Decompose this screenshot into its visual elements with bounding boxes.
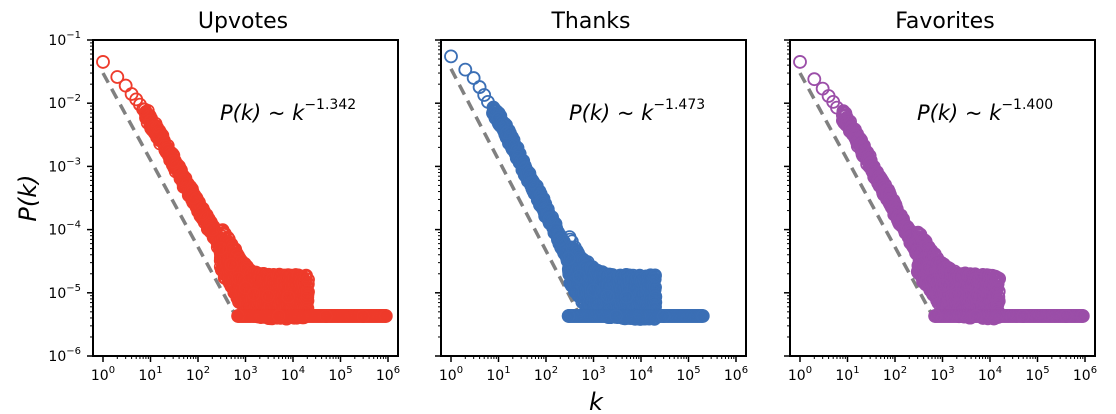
data-point — [695, 309, 710, 323]
data-point — [300, 284, 315, 298]
data-point — [458, 62, 473, 77]
data-point — [157, 139, 172, 153]
scatter-series — [96, 55, 393, 326]
data-point — [138, 106, 153, 121]
x-tick-label: 102 — [186, 365, 210, 384]
power-law-annotation: P(k) ~ k−1.342 — [220, 97, 356, 125]
x-tick-label: 104 — [629, 365, 653, 384]
data-point — [472, 80, 487, 94]
panel-title: Favorites — [895, 9, 994, 34]
y-axis-label: P(k) — [14, 174, 42, 221]
data-point — [600, 289, 615, 304]
data-point — [534, 194, 549, 209]
data-point — [561, 251, 576, 266]
data-point — [110, 70, 125, 84]
data-point — [514, 154, 529, 169]
data-point — [524, 175, 539, 190]
x-tick-label: 105 — [328, 365, 352, 384]
data-point — [561, 309, 576, 323]
data-point — [213, 241, 228, 256]
x-tick-label: 100 — [91, 365, 115, 384]
data-point — [166, 154, 181, 169]
x-tick-label: 106 — [724, 365, 748, 384]
data-point — [300, 290, 315, 304]
data-point — [231, 271, 246, 286]
data-point — [444, 49, 458, 64]
data-point — [486, 103, 501, 117]
scatter-series — [444, 49, 710, 326]
x-axis-label: k — [589, 388, 604, 414]
data-point — [656, 309, 671, 323]
data-point — [194, 206, 209, 221]
data-point — [648, 290, 663, 304]
scatter-series — [793, 55, 1090, 326]
data-point — [491, 111, 506, 126]
data-point — [619, 290, 634, 304]
y-tick-label: 10−3 — [48, 156, 81, 175]
data-point — [205, 222, 220, 237]
data-point — [151, 127, 166, 142]
data-point — [281, 290, 296, 304]
x-tick-label: 105 — [676, 365, 700, 384]
power-law-annotation: P(k) ~ k−1.473 — [569, 97, 705, 125]
data-point — [495, 118, 510, 133]
data-point — [147, 120, 162, 134]
x-tick-label: 100 — [439, 365, 463, 384]
panel-thanks: Thanks 100 101 102 103 104 105 106 P(k) ~ k−1.4… — [435, 9, 748, 384]
data-point — [231, 309, 246, 323]
data-point — [224, 257, 239, 272]
x-tick-label: 101 — [138, 365, 162, 384]
data-point — [96, 55, 110, 69]
data-point — [477, 88, 492, 102]
data-point — [586, 283, 601, 298]
data-point — [319, 309, 334, 323]
data-point — [176, 173, 191, 188]
y-tick-label: 10−1 — [48, 30, 81, 49]
x-tick-label: 102 — [534, 365, 558, 384]
panel-title: Upvotes — [198, 9, 288, 34]
data-point — [261, 289, 276, 304]
x-tick-label: 101 — [486, 365, 510, 384]
x-tick-label: 103 — [581, 365, 605, 384]
y-tick-label: 10−5 — [48, 283, 81, 302]
fit-line — [798, 72, 934, 316]
fit-line — [101, 72, 237, 316]
panel-title: Thanks — [550, 9, 630, 34]
data-point — [609, 309, 624, 323]
data-point — [505, 137, 520, 152]
y-tick-label: 10−4 — [48, 220, 81, 239]
data-point — [271, 309, 286, 323]
y-tick-label: 10−6 — [48, 346, 81, 365]
y-tick-label: 10−2 — [48, 93, 81, 112]
data-point — [378, 309, 393, 323]
data-point — [499, 125, 514, 140]
data-point — [542, 211, 557, 226]
fit-line — [449, 68, 585, 323]
data-point — [356, 309, 371, 323]
data-point — [553, 232, 568, 247]
data-point — [118, 78, 133, 93]
x-tick-label: 104 — [281, 365, 305, 384]
data-point — [246, 287, 261, 302]
panel-upvotes: Upvotes 100 101 102 103 104 105 106 10−1 10−2 10−… — [48, 9, 400, 384]
data-point — [186, 190, 201, 205]
data-point — [572, 269, 587, 284]
x-tick-label: 106 — [376, 365, 400, 384]
data-point — [647, 269, 662, 284]
x-tick-label: 103 — [233, 365, 257, 384]
